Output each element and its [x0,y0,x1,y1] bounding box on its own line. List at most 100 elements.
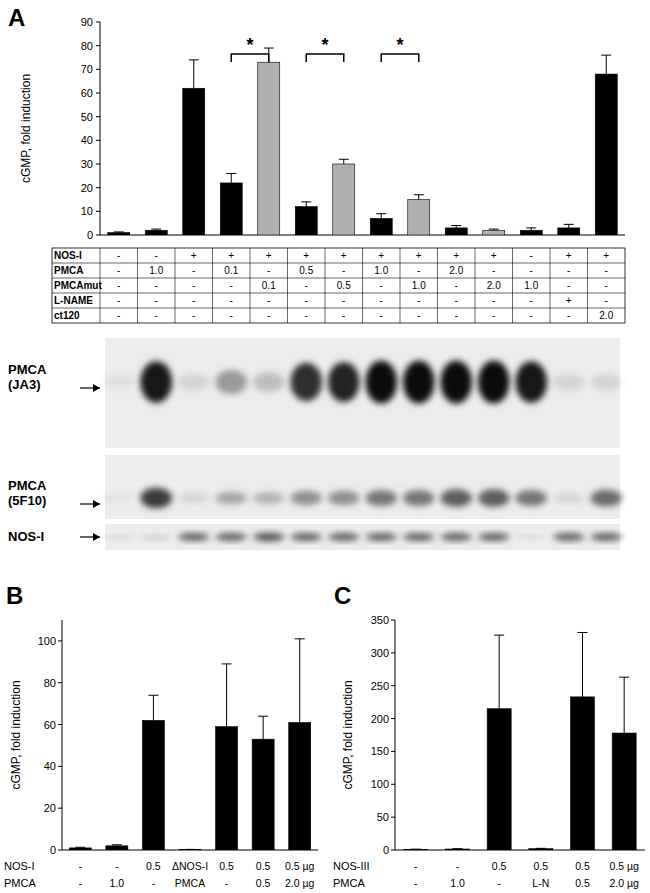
blot-band [591,489,623,506]
condition-cell: - [305,295,308,306]
error-stem [606,55,607,74]
blot-arrowhead [93,533,100,541]
error-bar [578,632,588,696]
y-tick-label: 0 [87,229,93,241]
blot-label: PMCA(5F10) [8,478,47,508]
bar [216,727,238,850]
y-tick-label: 0 [383,844,389,856]
error-bar [453,848,463,849]
condition-cell: 0.5 [256,877,271,889]
blot-band [366,360,398,403]
panel-2: CcGMP, fold induction0501001502002503003… [333,582,645,889]
error-cap [114,231,124,232]
blot-band [253,372,285,391]
condition-cell: PMCA [175,877,205,889]
blot [103,338,622,448]
bar [446,849,470,850]
condition-cell: - [79,877,83,889]
condition-cell: - [117,310,120,321]
blot-band [216,533,248,541]
blot-band [441,360,473,403]
y-tick [391,850,395,851]
bar [370,218,392,235]
blot-band [141,535,173,539]
y-tick-label: 60 [44,719,56,731]
error-cap [564,224,574,225]
condition-cell: 0.5 [256,860,271,872]
error-cap [414,194,424,195]
table-col-line [512,248,513,323]
condition-cell: - [530,295,533,306]
blot-band [441,533,473,541]
condition-cell: - [497,877,501,889]
error-bar [148,695,158,720]
error-cap [148,695,158,696]
condition-cell: - [305,280,308,291]
table-col-line [550,248,551,323]
y-tick-label: 50 [81,111,93,123]
y-axis [100,22,101,235]
error-cap [112,844,122,845]
error-bar [75,847,85,849]
error-bar [494,635,504,709]
error-stem [231,173,232,182]
y-tick-label: 200 [371,713,389,725]
blot-band [178,533,210,541]
bar [252,739,274,850]
y-tick [96,45,100,46]
error-cap [619,677,629,678]
blot [103,524,622,550]
figure: AcGMP, fold induction0102030405060708090… [0,0,650,893]
condition-cell: ΔNOS-I [172,860,208,872]
y-tick-label: 90 [81,16,93,28]
condition-cell: - [155,310,158,321]
bar [483,230,505,235]
condition-cell: - [605,295,608,306]
condition-cell: 0.5 [219,860,234,872]
condition-cell: - [342,310,345,321]
blot-band [591,374,623,390]
y-tick [96,69,100,70]
error-stem [624,677,625,733]
y-tick [96,93,100,94]
blot-background [105,455,620,519]
bar [106,846,128,850]
condition-label: NOS-I [4,860,35,872]
y-tick [96,187,100,188]
y-tick-label: 30 [81,158,93,170]
blot-band [291,533,323,541]
y-axis-label: cGMP, fold induction [341,680,355,789]
error-cap [258,716,268,717]
blot-band [253,533,285,541]
condition-cell: - [192,265,195,276]
blot-label: NOS-I [8,529,44,544]
blot-background [105,338,620,448]
condition-cell: - [380,310,383,321]
error-bar [114,231,124,233]
condition-label: PMCA [4,877,36,889]
condition-cell: - [492,310,495,321]
condition-table: NOS-I--+++++++++-++PMCA-1.0-0.1-0.5-1.0-… [52,248,625,323]
condition-cell: - [530,250,533,261]
y-tick [96,164,100,165]
error-stem [226,664,227,727]
condition-cell: - [79,860,83,872]
table-col-line [362,248,363,323]
bar [289,722,311,850]
y-axis-label: cGMP, fold induction [9,680,23,789]
condition-label: PMCA [54,265,83,276]
table-col-line [287,248,288,323]
error-bar [414,195,424,200]
table-col-line [400,248,401,323]
condition-cell: 0.1 [262,280,276,291]
error-cap [226,173,236,174]
blot-band [328,362,360,402]
bar [529,849,553,850]
error-bar [376,214,386,219]
y-tick-label: 80 [81,40,93,52]
condition-cell: L-N [532,877,549,889]
blot-background [105,524,620,550]
condition-cell: - [225,877,229,889]
error-cap [601,55,611,56]
table-col-line [437,248,438,323]
